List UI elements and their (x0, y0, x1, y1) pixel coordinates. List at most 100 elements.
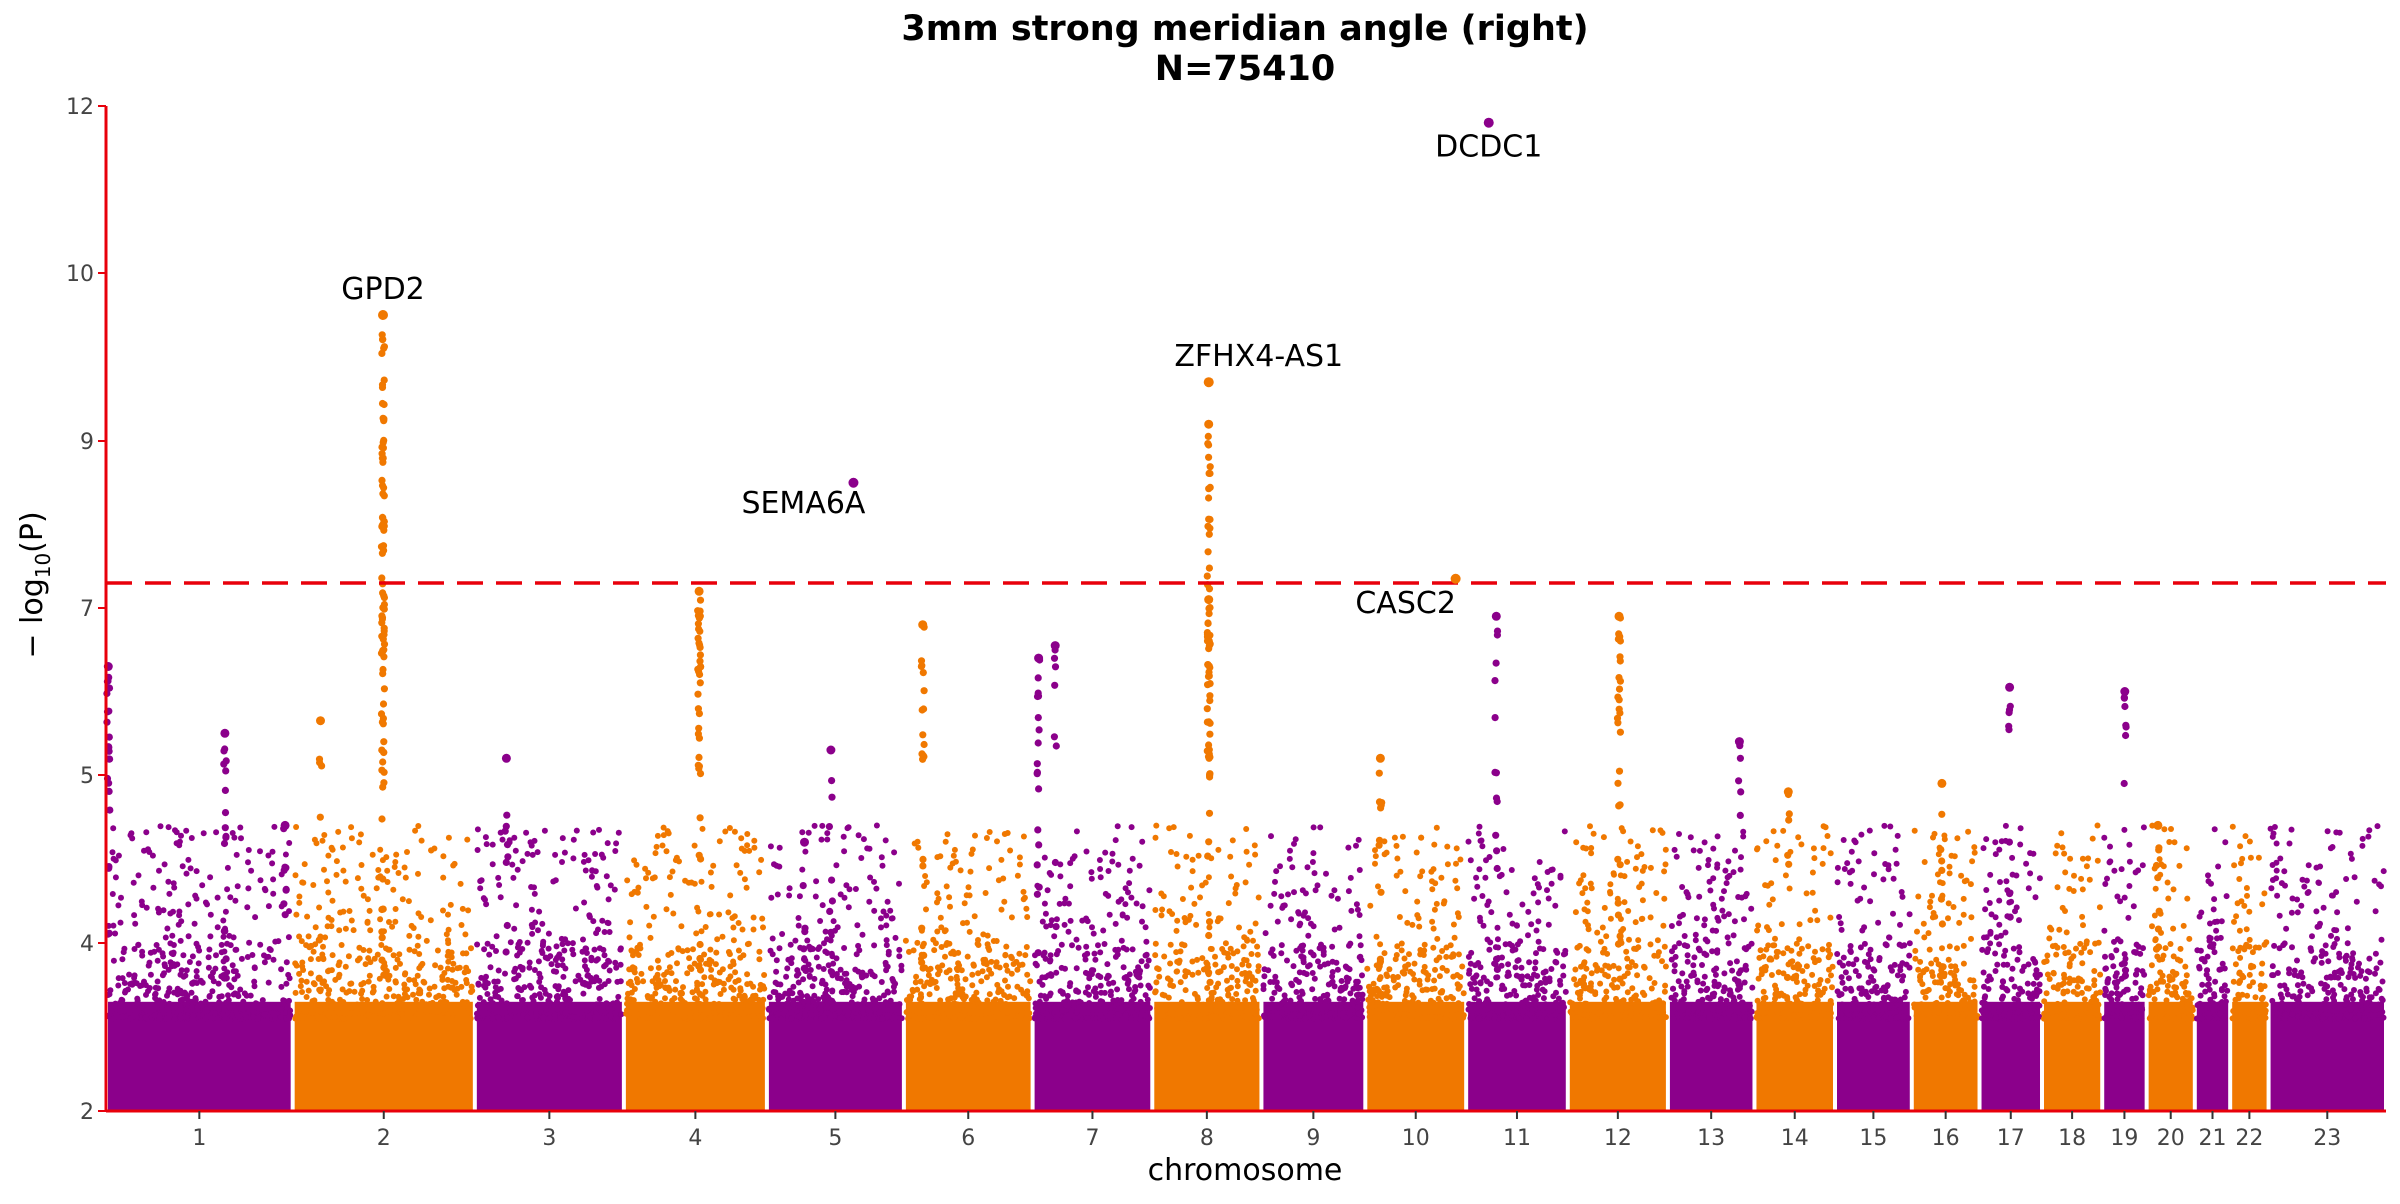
snp-point (1152, 989, 1159, 996)
snp-point (1182, 973, 1189, 980)
snp-point (1075, 944, 1082, 951)
snp-point (426, 985, 433, 992)
snp-point (937, 914, 944, 921)
snp-point (477, 878, 484, 885)
snp-point (1278, 942, 1285, 949)
snp-point (366, 907, 373, 914)
snp-point (1061, 921, 1068, 928)
snp-point (1838, 991, 1845, 998)
snp-point (1785, 1001, 1792, 1008)
snp-point (1855, 858, 1862, 865)
snp-point (207, 933, 214, 940)
snp-point (1639, 915, 1646, 922)
snp-point (693, 930, 700, 937)
snp-point (635, 952, 642, 958)
snp-point (627, 996, 634, 1003)
snp-point (1520, 1008, 1527, 1014)
snp-point (1711, 905, 1717, 912)
snp-point (1754, 927, 1761, 934)
snp-point (871, 973, 878, 980)
snp-point (1284, 957, 1290, 964)
snp-point (1819, 946, 1826, 953)
snp-point (315, 956, 322, 962)
snp-point (1839, 979, 1846, 986)
snp-point (1228, 974, 1235, 981)
snp-point (1696, 893, 1703, 900)
snp-point (789, 990, 796, 997)
snp-point (897, 1015, 904, 1022)
snp-point (1375, 1011, 1382, 1018)
snp-point (1206, 924, 1213, 931)
snp-point (1794, 961, 1801, 968)
snp-point (570, 836, 577, 843)
snp-point (1741, 945, 1748, 952)
snp-point (329, 952, 336, 959)
snp-point (129, 835, 136, 842)
snp-point (732, 969, 739, 976)
snp-point (157, 823, 164, 830)
snp-point (1128, 998, 1135, 1005)
snp-point (766, 994, 773, 1001)
snp-point (205, 954, 212, 961)
snp-point (483, 841, 490, 848)
snp-point (1720, 988, 1727, 995)
snp-point (1065, 900, 1072, 907)
snp-point (188, 835, 195, 841)
snp-point (1023, 944, 1030, 950)
snp-point (884, 1007, 891, 1013)
snp-point (800, 976, 807, 983)
snp-point (1547, 1004, 1554, 1011)
snp-point (1132, 1012, 1139, 1019)
snp-point (1685, 1008, 1692, 1015)
snp-point (774, 891, 781, 898)
snp-point (1439, 948, 1446, 954)
snp-point (478, 974, 485, 981)
snp-point (514, 993, 521, 1000)
snp-point (418, 1007, 425, 1013)
snp-point (1242, 879, 1249, 886)
snp-point (237, 824, 244, 831)
snp-point (891, 988, 897, 995)
snp-point (1455, 1000, 1462, 1007)
snp-point (822, 928, 829, 935)
snp-point (1023, 905, 1030, 912)
snp-point (605, 896, 612, 903)
snp-point (1155, 966, 1162, 973)
snp-point (1954, 835, 1961, 842)
snp-point (633, 976, 640, 982)
snp-point (1484, 936, 1491, 943)
snp-point (1845, 975, 1852, 982)
snp-point (432, 962, 439, 969)
snp-point (856, 983, 863, 990)
snp-point (1488, 909, 1495, 916)
snp-point (1701, 916, 1708, 923)
snp-point (1033, 1012, 1040, 1019)
snp-point (777, 981, 784, 988)
snp-point (1189, 958, 1196, 965)
snp-point (293, 911, 300, 918)
snp-point (1603, 933, 1610, 940)
snp-point (1353, 901, 1360, 908)
snp-point (112, 857, 119, 864)
snp-point (1715, 917, 1722, 924)
snp-point (177, 937, 184, 944)
snp-point (1671, 944, 1678, 951)
snp-point (166, 1000, 173, 1007)
snp-point (555, 986, 562, 993)
snp-point (1345, 844, 1352, 851)
snp-point (1309, 859, 1316, 865)
snp-point (1754, 997, 1761, 1004)
snp-point (1241, 1013, 1248, 1020)
snp-point (1842, 985, 1849, 992)
snp-point (1055, 1010, 1061, 1017)
snp-point (1416, 981, 1423, 988)
snp-point (465, 907, 472, 914)
snp-point (787, 941, 794, 948)
snp-point (591, 946, 598, 953)
snp-point (1865, 979, 1872, 986)
snp-point (668, 950, 675, 956)
snp-point (1896, 1002, 1903, 1008)
snp-point (598, 851, 605, 858)
snp-point (415, 870, 421, 877)
snp-point (1691, 1004, 1698, 1011)
